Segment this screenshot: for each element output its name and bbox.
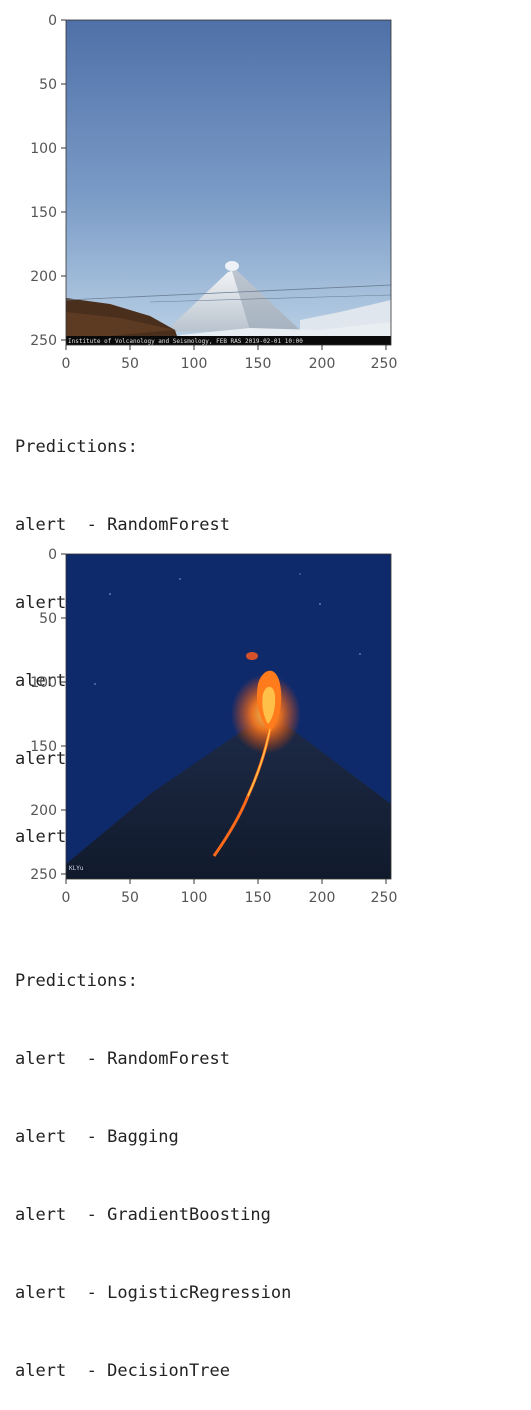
y-tick-label: 150 [30,205,57,221]
predictions-block-2: Predictions: alert - RandomForest alert … [15,916,515,1410]
prediction-line: alert - GradientBoosting [15,1205,271,1225]
y-tick-label: 100 [30,675,57,691]
x-tick-label: 100 [181,356,208,372]
y-tick-label: 100 [30,141,57,157]
x-tick-label: 50 [121,356,139,372]
x-tick-label: 100 [181,890,208,906]
y-tick-label: 200 [30,269,57,285]
x-tick-label: 250 [371,890,398,906]
prediction-line: alert - LogisticRegression [15,1283,292,1303]
image-plot-2: KLYu 0 50 100 150 200 250 0 50 100 150 [0,534,531,909]
volcano-night-image: KLYu [66,554,391,879]
x-tick-label: 0 [62,356,71,372]
y-tick-label: 150 [30,739,57,755]
prediction-line: alert - RandomForest [15,515,230,535]
image-caption-strip: KLYu [69,865,84,872]
x-tick-label: 150 [245,890,272,906]
x-tick-label: 200 [309,890,336,906]
x-tick-label: 200 [309,356,336,372]
y-tick-label: 50 [39,77,57,93]
predictions-header: Predictions: [15,971,138,991]
plot-axes-1: 0 50 100 150 200 250 0 50 100 150 200 25… [30,13,397,372]
y-tick-label: 250 [30,333,57,349]
y-tick-label: 250 [30,867,57,883]
image-plot-1: Institute of Volcanology and Seismology,… [0,0,531,375]
plot-axes-2: 0 50 100 150 200 250 0 50 100 150 200 25… [30,547,397,906]
prediction-line: alert - RandomForest [15,1049,230,1069]
predictions-header: Predictions: [15,437,138,457]
y-tick-label: 0 [48,13,57,29]
volcano-day-image: Institute of Volcanology and Seismology,… [65,20,392,345]
prediction-line: alert - Bagging [15,1127,179,1147]
y-tick-label: 200 [30,803,57,819]
x-tick-label: 150 [245,356,272,372]
y-tick-label: 0 [48,547,57,563]
prediction-line: alert - DecisionTree [15,1361,230,1381]
x-tick-label: 250 [371,356,398,372]
y-tick-label: 50 [39,611,57,627]
x-tick-label: 0 [62,890,71,906]
image-caption-strip: Institute of Volcanology and Seismology,… [68,338,303,345]
x-tick-label: 50 [121,890,139,906]
